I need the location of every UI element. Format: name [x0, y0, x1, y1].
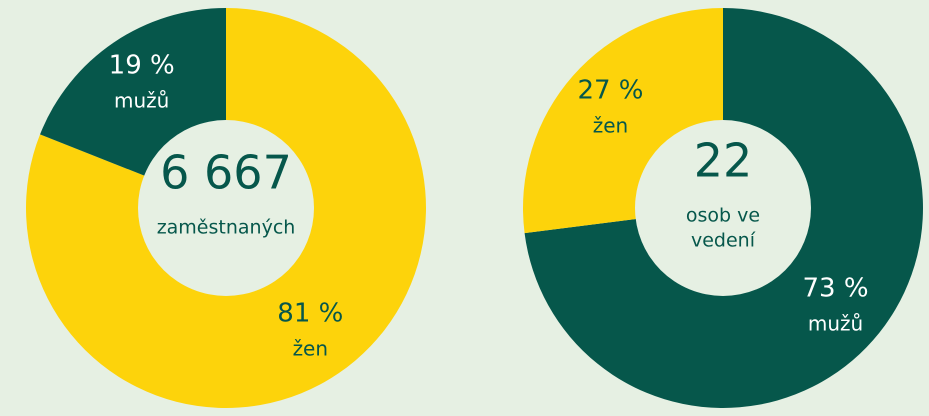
- value-label: 73 %: [802, 274, 868, 304]
- value-label: 81 %: [277, 299, 343, 329]
- donut-hole: [138, 120, 314, 296]
- category-label: žen: [593, 113, 628, 137]
- category-label: mužů: [114, 88, 169, 112]
- value-label: 27 %: [577, 75, 643, 105]
- center-caption: vedení: [691, 230, 756, 252]
- category-label: mužů: [808, 312, 863, 336]
- value-label: 19 %: [109, 50, 175, 80]
- category-label: žen: [293, 337, 328, 361]
- center-caption: osob ve: [686, 205, 760, 227]
- center-value: 22: [694, 134, 753, 188]
- donut-hole: [635, 120, 811, 296]
- center-value: 6 667: [160, 146, 292, 200]
- center-caption: zaměstnaných: [157, 217, 296, 239]
